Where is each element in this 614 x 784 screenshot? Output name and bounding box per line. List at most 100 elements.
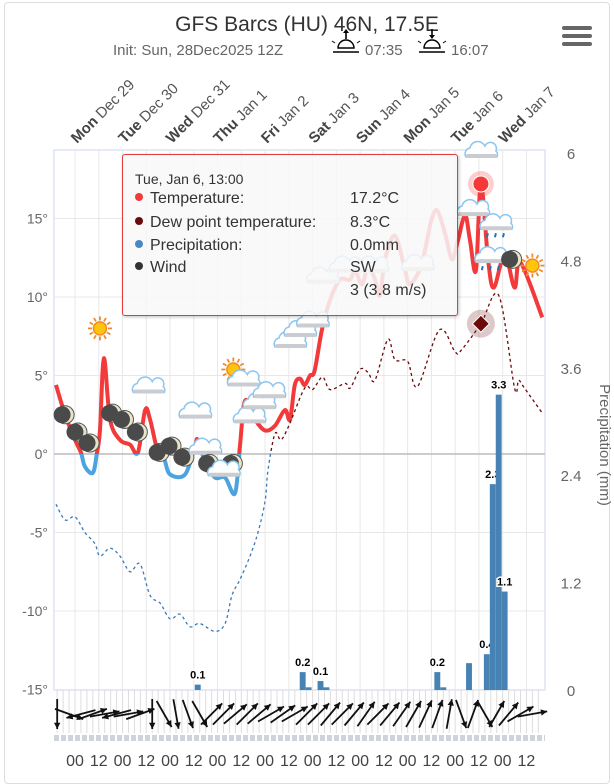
sun-ray bbox=[106, 321, 111, 326]
cloud-shape bbox=[206, 459, 241, 477]
sun-disc bbox=[525, 258, 540, 273]
x-axis-tick-label: 00 bbox=[494, 753, 512, 768]
cloud-shape bbox=[252, 381, 287, 398]
hamburger-menu-button[interactable] bbox=[562, 26, 592, 48]
wind-arrow-icon bbox=[366, 702, 390, 726]
wind-arrow-head bbox=[426, 700, 433, 708]
y-axis-tick-label: 0° bbox=[35, 446, 48, 462]
wind-arrow-head bbox=[437, 699, 444, 707]
moon-shadow bbox=[78, 434, 96, 452]
wind-arrow-icon bbox=[149, 699, 156, 729]
wind-arrow-head bbox=[461, 721, 468, 729]
wind-arrow-icon bbox=[270, 704, 296, 724]
sun-ray bbox=[525, 254, 530, 260]
sun-ray bbox=[222, 372, 227, 377]
wind-arrow-head bbox=[310, 703, 318, 711]
wind-arrow-icon bbox=[405, 700, 422, 728]
cloud-shape bbox=[479, 213, 514, 230]
day-label-date: Jan 4 bbox=[376, 86, 414, 124]
tooltip-label: Dew point temperature: bbox=[150, 214, 317, 231]
hamburger-menu-icon bbox=[562, 26, 592, 30]
tooltip-time: Tue, Jan 6, 13:00 bbox=[135, 171, 244, 187]
day-label-date: Jan 1 bbox=[233, 86, 271, 124]
precipitation-dot-icon bbox=[135, 239, 143, 248]
precipitation-bar bbox=[466, 663, 472, 690]
x-axis-tick-label: 12 bbox=[518, 753, 536, 768]
cloud-shape bbox=[226, 369, 261, 387]
tooltip-row-wind: Wind SW bbox=[135, 259, 455, 281]
wind-arrow-icon bbox=[455, 699, 468, 729]
wind-arrow-icon bbox=[181, 699, 194, 729]
rain-drop bbox=[485, 232, 489, 238]
day-label-date: Dec 30 bbox=[136, 80, 182, 126]
chart-title: GFS Barcs (HU) 46N, 17.5E bbox=[175, 13, 439, 36]
precipitation-bar bbox=[434, 672, 441, 690]
precipitation-bar bbox=[501, 591, 508, 690]
cloud-base bbox=[475, 259, 507, 264]
sun-ray bbox=[103, 334, 107, 340]
tooltip-row-wind-speed: 3 (3.8 m/s) bbox=[135, 282, 455, 304]
sun-ray bbox=[222, 362, 227, 367]
wind-arrow-head bbox=[357, 702, 364, 710]
x-axis-tick-label: 12 bbox=[185, 753, 203, 768]
wind-arrow-icon bbox=[431, 699, 444, 729]
axes: -15° -10° -5° 0° 5° 10° 15° 0 1.2 2.4 3.6 4.8 6 Preci… bbox=[22, 146, 613, 768]
cloud-base bbox=[480, 226, 512, 231]
cloud-base bbox=[133, 389, 165, 394]
wind-arrow-head bbox=[300, 706, 308, 713]
x-axis-tick-label: 12 bbox=[375, 753, 393, 768]
sun-icon bbox=[87, 316, 112, 341]
sun-ray bbox=[93, 334, 97, 340]
cloud-shape bbox=[456, 198, 491, 216]
cloud-base bbox=[190, 450, 222, 455]
precipitation-bar bbox=[299, 672, 306, 690]
x-axis-tick-label: 12 bbox=[232, 753, 250, 768]
weather-icons bbox=[53, 140, 545, 477]
cloud-shape bbox=[464, 140, 499, 158]
moon-shadow bbox=[53, 406, 71, 424]
wind-arrow-icon bbox=[223, 703, 248, 725]
precipitation-axis-tick-label: 4.8 bbox=[561, 253, 582, 270]
x-axis-tick-label: 00 bbox=[351, 753, 369, 768]
wind-arrow-head bbox=[540, 709, 548, 716]
day-label-date: Jan 7 bbox=[521, 84, 559, 122]
meteogram-chart[interactable]: GFS Barcs (HU) 46N, 17.5E Init: Sun, 28D… bbox=[0, 0, 614, 768]
wind-arrow-icon bbox=[54, 699, 61, 729]
precipitation-bar bbox=[483, 654, 490, 690]
moon-shadow bbox=[160, 437, 178, 455]
sun-disc bbox=[92, 321, 108, 336]
temperature-hover-point bbox=[472, 175, 490, 193]
wind-arrow-icon bbox=[392, 701, 412, 727]
wind-arrow-head bbox=[415, 701, 422, 708]
rain-drop bbox=[488, 265, 492, 271]
precipitation-bar bbox=[194, 684, 201, 690]
rain-cloud-icon bbox=[479, 213, 514, 238]
cloud-icon bbox=[206, 459, 241, 477]
wind-arrow-icon bbox=[320, 701, 341, 727]
sun-ray bbox=[89, 331, 94, 336]
wind-arrow-head bbox=[102, 713, 109, 720]
wind-dot-icon bbox=[135, 261, 143, 270]
precipitation-axis-tick-label: 6 bbox=[567, 146, 575, 163]
highlight-markers bbox=[466, 170, 495, 338]
wind-arrow-icon bbox=[445, 699, 454, 729]
sun-ray bbox=[106, 331, 111, 336]
wind-arrow-head bbox=[215, 703, 223, 711]
wind-arrow-head bbox=[333, 702, 341, 710]
wind-arrow-head bbox=[99, 708, 107, 714]
wind-arrow-icon bbox=[172, 699, 181, 729]
sun-ray bbox=[525, 272, 530, 277]
temperature-dot-icon bbox=[135, 192, 143, 201]
x-axis-tick-label: 12 bbox=[327, 753, 345, 768]
precipitation-bar bbox=[440, 687, 447, 690]
precipitation-data-label: 1.1 bbox=[497, 577, 512, 589]
wind-arrow-icon bbox=[236, 702, 259, 726]
dewpoint-line-cold bbox=[55, 454, 272, 633]
moon-icon bbox=[501, 249, 523, 269]
cloud-base bbox=[297, 323, 329, 328]
wind-arrow-head bbox=[187, 721, 194, 729]
cloud-icon bbox=[131, 376, 166, 394]
moon-shadow bbox=[126, 423, 144, 441]
wind-arrow-icon bbox=[281, 705, 309, 723]
cloud-base bbox=[244, 405, 276, 410]
